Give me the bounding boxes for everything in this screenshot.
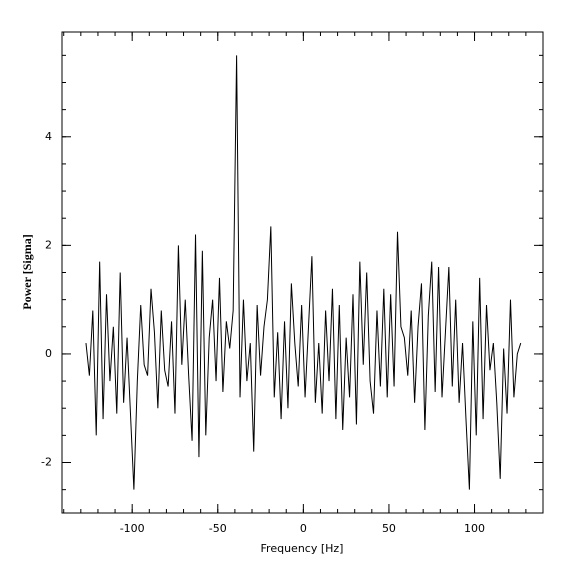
y-tick-label: 4 <box>45 130 52 143</box>
y-tick-label: 0 <box>45 347 52 360</box>
x-tick-label: 50 <box>382 522 396 535</box>
y-axis-title: Power [Sigma] <box>20 234 34 309</box>
data-line <box>85 55 522 490</box>
x-tick-label: 0 <box>300 522 307 535</box>
x-tick-label: 100 <box>464 522 485 535</box>
x-tick-label: -50 <box>209 522 227 535</box>
x-tick-label: -100 <box>120 522 145 535</box>
y-tick-label: 2 <box>45 238 52 251</box>
y-tick-label: -2 <box>41 456 52 469</box>
x-axis-title: Frequency [Hz] <box>261 542 344 555</box>
